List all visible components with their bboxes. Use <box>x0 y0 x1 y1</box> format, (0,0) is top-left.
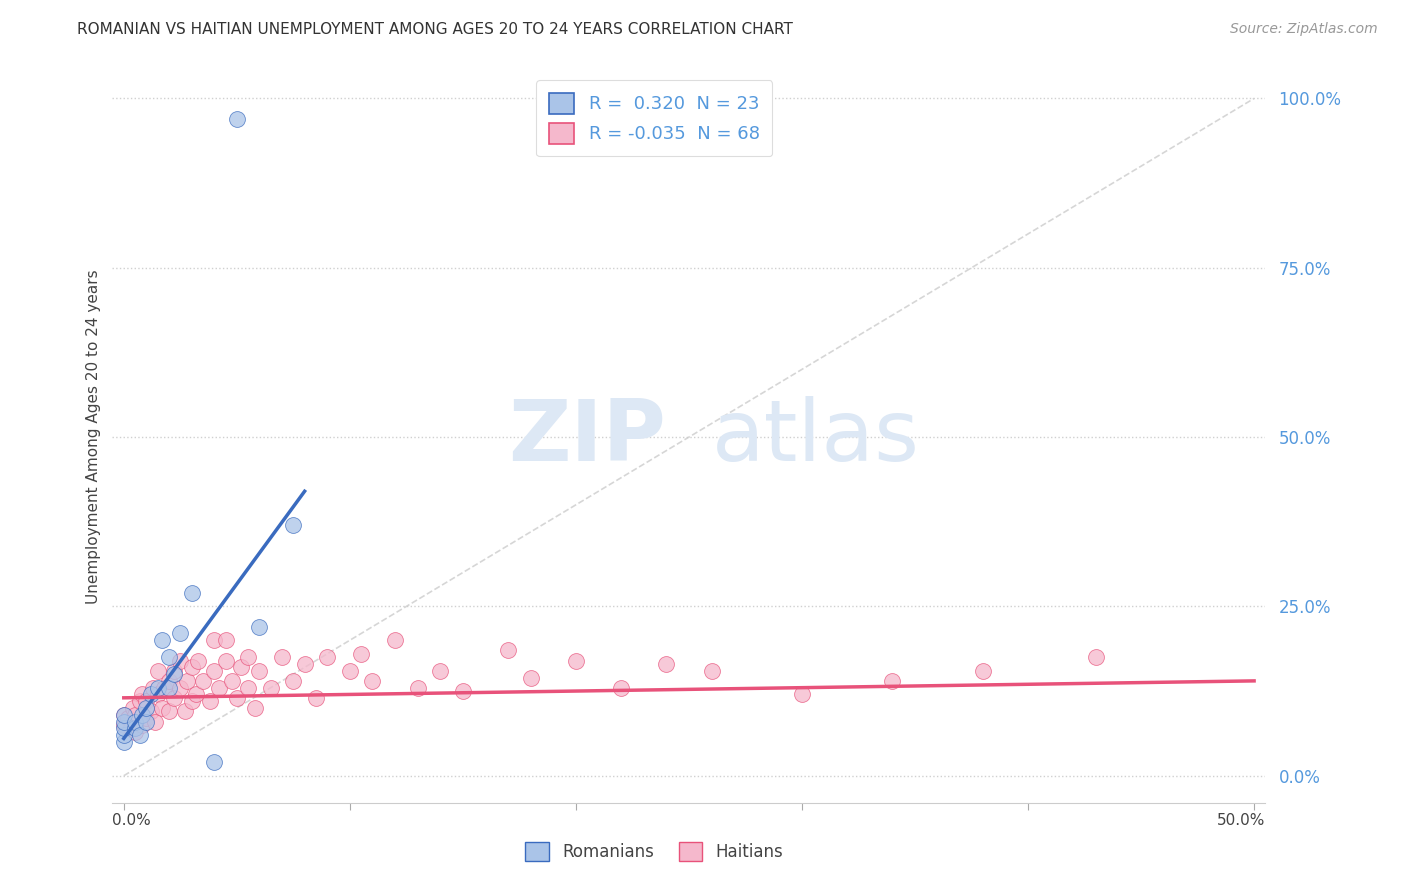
Haitians <box>131 688 153 702</box>
Haitians <box>157 705 180 719</box>
Haitians <box>316 650 339 665</box>
Haitians <box>146 664 169 678</box>
Haitians <box>176 673 198 688</box>
Haitians <box>339 664 361 678</box>
Haitians <box>225 690 247 705</box>
Y-axis label: Unemployment Among Ages 20 to 24 years: Unemployment Among Ages 20 to 24 years <box>86 269 101 605</box>
Haitians <box>790 688 813 702</box>
Haitians <box>214 633 236 648</box>
Haitians <box>198 694 221 708</box>
Haitians <box>142 681 165 695</box>
Haitians <box>146 688 169 702</box>
Romanians <box>112 707 135 722</box>
Romanians <box>124 721 146 735</box>
Haitians <box>124 707 146 722</box>
Romanians <box>150 633 173 648</box>
Haitians <box>157 673 180 688</box>
Haitians <box>1084 650 1107 665</box>
Haitians <box>350 647 373 661</box>
Haitians <box>972 664 994 678</box>
Haitians <box>519 671 541 685</box>
Romanians <box>202 755 225 769</box>
Haitians <box>162 664 184 678</box>
Haitians <box>565 654 588 668</box>
Haitians <box>135 694 157 708</box>
Haitians <box>283 673 305 688</box>
Haitians <box>214 654 236 668</box>
Haitians <box>231 660 253 674</box>
Haitians <box>305 690 328 705</box>
Haitians <box>162 690 184 705</box>
Haitians <box>184 688 207 702</box>
Romanians <box>139 688 162 702</box>
Haitians <box>243 701 266 715</box>
Romanians <box>131 707 153 722</box>
Romanians <box>135 701 157 715</box>
Text: atlas: atlas <box>711 395 920 479</box>
Romanians <box>162 667 184 681</box>
Haitians <box>610 681 633 695</box>
Legend: Romanians, Haitians: Romanians, Haitians <box>519 835 790 868</box>
Haitians <box>112 707 135 722</box>
Haitians <box>496 643 519 657</box>
Haitians <box>173 705 195 719</box>
Haitians <box>191 673 214 688</box>
Text: 0.0%: 0.0% <box>112 813 152 828</box>
Haitians <box>120 721 142 735</box>
Text: Source: ZipAtlas.com: Source: ZipAtlas.com <box>1230 22 1378 37</box>
Haitians <box>202 664 225 678</box>
Romanians <box>112 735 135 749</box>
Haitians <box>384 633 406 648</box>
Haitians <box>260 681 283 695</box>
Haitians <box>202 633 225 648</box>
Romanians <box>112 714 135 729</box>
Haitians <box>451 684 474 698</box>
Haitians <box>236 681 259 695</box>
Haitians <box>153 681 176 695</box>
Haitians <box>249 664 271 678</box>
Haitians <box>135 711 157 725</box>
Haitians <box>271 650 294 665</box>
Romanians <box>112 721 135 735</box>
Haitians <box>882 673 904 688</box>
Text: ROMANIAN VS HAITIAN UNEMPLOYMENT AMONG AGES 20 TO 24 YEARS CORRELATION CHART: ROMANIAN VS HAITIAN UNEMPLOYMENT AMONG A… <box>77 22 793 37</box>
Haitians <box>169 654 191 668</box>
Haitians <box>294 657 316 671</box>
Haitians <box>208 681 231 695</box>
Text: 50.0%: 50.0% <box>1218 813 1265 828</box>
Haitians <box>236 650 259 665</box>
Romanians <box>180 586 202 600</box>
Haitians <box>655 657 678 671</box>
Haitians <box>139 705 162 719</box>
Romanians <box>128 728 150 742</box>
Text: ZIP: ZIP <box>508 395 666 479</box>
Romanians <box>169 626 191 640</box>
Haitians <box>112 718 135 732</box>
Haitians <box>128 694 150 708</box>
Haitians <box>145 714 167 729</box>
Haitians <box>121 701 143 715</box>
Haitians <box>150 701 173 715</box>
Haitians <box>700 664 723 678</box>
Haitians <box>169 681 191 695</box>
Romanians <box>157 650 180 665</box>
Haitians <box>180 694 202 708</box>
Haitians <box>131 718 153 732</box>
Romanians <box>157 681 180 695</box>
Romanians <box>135 714 157 729</box>
Haitians <box>361 673 384 688</box>
Romanians <box>112 728 135 742</box>
Haitians <box>429 664 451 678</box>
Romanians <box>249 620 271 634</box>
Haitians <box>187 654 209 668</box>
Romanians <box>225 112 247 126</box>
Haitians <box>406 681 429 695</box>
Romanians <box>283 518 305 533</box>
Haitians <box>124 724 146 739</box>
Haitians <box>180 660 202 674</box>
Romanians <box>146 681 169 695</box>
Haitians <box>221 673 243 688</box>
Haitians <box>117 711 139 725</box>
Romanians <box>124 714 146 729</box>
